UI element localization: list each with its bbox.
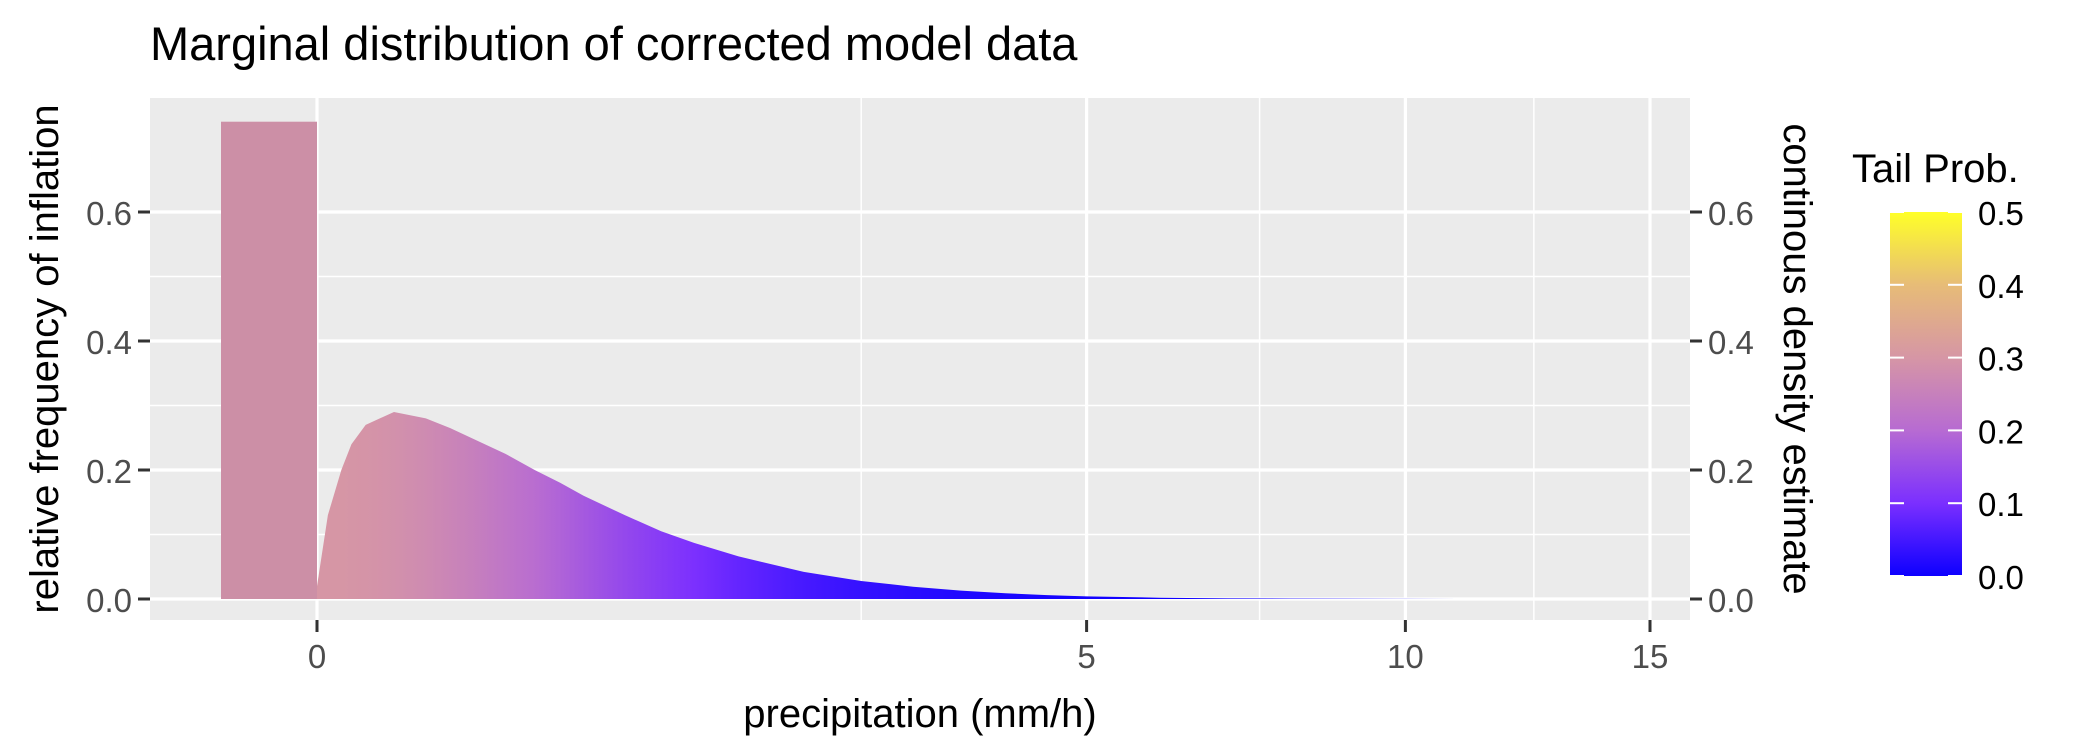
legend-tick-label: 0.1 [1978,486,2024,523]
density-area [317,411,1624,599]
y-axis-title-left: relative frequency of inflation [23,104,67,613]
y-tick-label-right: 0.6 [1708,195,1754,232]
y-tick-label-right: 0.2 [1708,453,1754,490]
axes: 0.0 0.0 0.2 0.2 0.4 0.4 0.6 0.6 0 5 10 15 [86,195,1754,675]
legend-tick-label: 0.4 [1978,268,2024,305]
inflation-bar-layer [221,121,317,599]
y-tick-label-right: 0.0 [1708,582,1754,619]
legend-tick-label: 0.5 [1978,195,2024,232]
legend: Tail Prob. 0.0 0.1 0.2 0.3 0.4 0.5 [1852,147,2024,596]
y-axis-title-right: continous density estimate [1775,123,1819,594]
x-tick-label: 5 [1077,638,1095,675]
y-tick-label-left: 0.2 [86,453,132,490]
legend-tick-label: 0.2 [1978,413,2024,450]
y-tick-label-left: 0.4 [86,324,132,361]
inflation-bar [221,121,317,599]
legend-ticks: 0.0 0.1 0.2 0.3 0.4 0.5 [1890,195,2024,596]
legend-colorbar [1890,212,1962,576]
legend-title: Tail Prob. [1852,147,2019,191]
y-tick-label-right: 0.4 [1708,324,1754,361]
x-axis-title: precipitation (mm/h) [743,692,1096,736]
y-tick-label-left: 0.6 [86,195,132,232]
legend-tick-label: 0.3 [1978,341,2024,378]
legend-tick-label: 0.0 [1978,559,2024,596]
x-tick-label: 0 [308,638,326,675]
y-tick-label-left: 0.0 [86,582,132,619]
x-tick-label: 10 [1387,638,1424,675]
x-tick-label: 15 [1632,638,1669,675]
chart-title: Marginal distribution of corrected model… [150,17,1078,70]
density-area-layer [317,411,1624,599]
